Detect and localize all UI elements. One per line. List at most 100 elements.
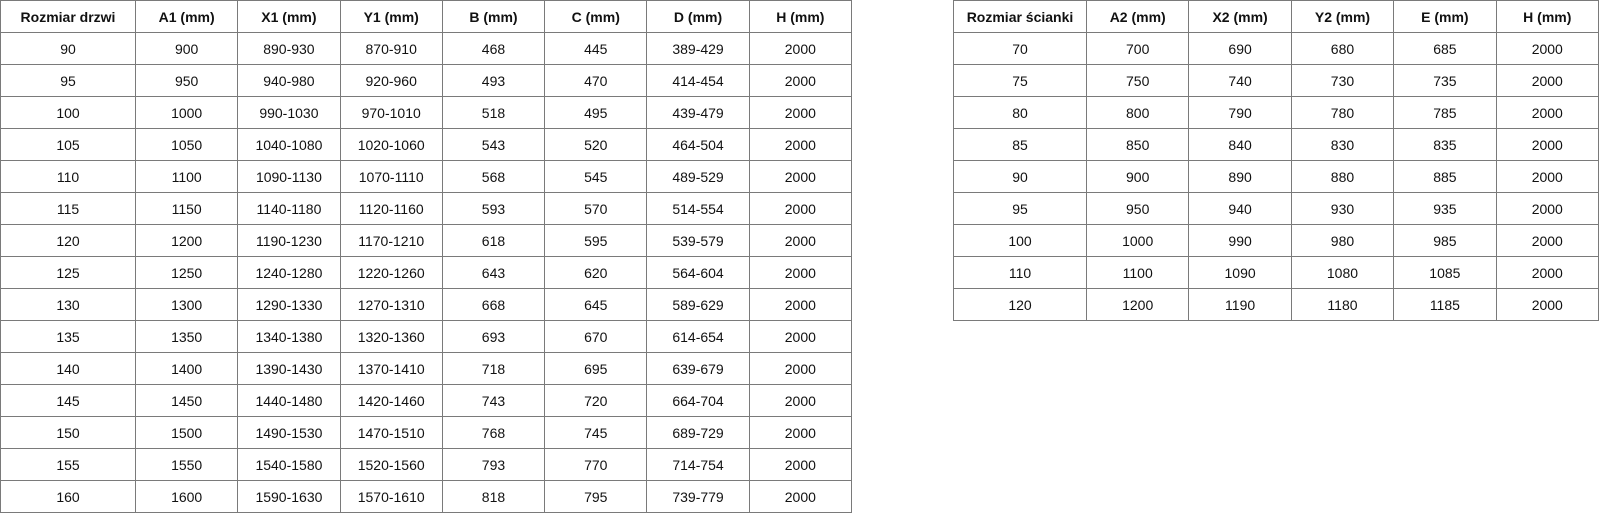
table-cell: 730 xyxy=(1290,64,1395,97)
table-row: 100 1000 990 980 985 2000 xyxy=(953,224,1600,257)
table-cell: 818 xyxy=(441,480,546,513)
table-cell: 1090 xyxy=(1188,256,1292,289)
table-cell: 793 xyxy=(441,448,546,481)
column-header: X1 (mm) xyxy=(237,0,341,33)
table-row: 100 1000 990-1030 970-1010 518 495 439-479 2000 xyxy=(0,96,853,129)
table-cell: 795 xyxy=(544,480,648,513)
table-cell: 2000 xyxy=(748,448,853,481)
table-cell: 2000 xyxy=(748,352,853,385)
table-cell: 718 xyxy=(441,352,546,385)
table-cell: 543 xyxy=(441,128,546,161)
table-cell: 1000 xyxy=(1085,224,1190,257)
table-cell: 750 xyxy=(1085,64,1190,97)
table-cell: 495 xyxy=(544,96,648,129)
table-cell: 745 xyxy=(544,416,648,449)
table-cell: 1070-1110 xyxy=(339,160,443,193)
table-cell: 1590-1630 xyxy=(237,480,341,513)
table-cell: 1085 xyxy=(1393,256,1497,289)
column-header: Rozmiar drzwi xyxy=(0,0,136,33)
table-cell: 1600 xyxy=(134,480,239,513)
table-row: 90 900 890 880 885 2000 xyxy=(953,160,1600,193)
table-cell: 2000 xyxy=(1495,256,1600,289)
table-cell: 689-729 xyxy=(646,416,750,449)
table-cell: 2000 xyxy=(1495,288,1600,321)
table-cell: 115 xyxy=(0,192,136,225)
table-cell: 890-930 xyxy=(237,32,341,65)
table-cell: 890 xyxy=(1188,160,1292,193)
table-cell: 770 xyxy=(544,448,648,481)
column-header: Y1 (mm) xyxy=(339,0,443,33)
table-cell: 685 xyxy=(1393,32,1497,65)
table-cell: 1370-1410 xyxy=(339,352,443,385)
table-cell: 950 xyxy=(134,64,239,97)
table-row: 120 1200 1190-1230 1170-1210 618 595 539-579 20… xyxy=(0,224,853,257)
table-row: 150 1500 1490-1530 1470-1510 768 745 689-729 20… xyxy=(0,416,853,449)
table-cell: 714-754 xyxy=(646,448,750,481)
table-cell: 680 xyxy=(1290,32,1395,65)
table-cell: 140 xyxy=(0,352,136,385)
table-cell: 935 xyxy=(1393,192,1497,225)
table-cell: 1440-1480 xyxy=(237,384,341,417)
table-cell: 2000 xyxy=(748,192,853,225)
column-header: E (mm) xyxy=(1393,0,1497,33)
table-cell: 735 xyxy=(1393,64,1497,97)
table-row: 135 1350 1340-1380 1320-1360 693 670 614-654 20… xyxy=(0,320,853,353)
table-cell: 1570-1610 xyxy=(339,480,443,513)
table-cell: 1185 xyxy=(1393,288,1497,321)
table-cell: 100 xyxy=(0,96,136,129)
table-cell: 1220-1260 xyxy=(339,256,443,289)
table-row: 110 1100 1090 1080 1085 2000 xyxy=(953,256,1600,289)
table-cell: 493 xyxy=(441,64,546,97)
table-row: 145 1450 1440-1480 1420-1460 743 720 664-704 20… xyxy=(0,384,853,417)
header-row: Rozmiar drzwi A1 (mm) X1 (mm) Y1 (mm) B (mm)… xyxy=(0,0,853,33)
table-cell: 690 xyxy=(1188,32,1292,65)
column-header: C (mm) xyxy=(544,0,648,33)
table-cell: 2000 xyxy=(1495,192,1600,225)
table-row: 125 1250 1240-1280 1220-1260 643 620 564-604 20… xyxy=(0,256,853,289)
table-cell: 1320-1360 xyxy=(339,320,443,353)
table-cell: 155 xyxy=(0,448,136,481)
table-cell: 445 xyxy=(544,32,648,65)
table-cell: 593 xyxy=(441,192,546,225)
table-cell: 130 xyxy=(0,288,136,321)
table-cell: 2000 xyxy=(748,480,853,513)
table-cell: 2000 xyxy=(1495,64,1600,97)
door-size-table: Rozmiar drzwi A1 (mm) X1 (mm) Y1 (mm) B (mm)… xyxy=(0,0,853,513)
table-cell: 670 xyxy=(544,320,648,353)
table-row: 105 1050 1040-1080 1020-1060 543 520 464-504 20… xyxy=(0,128,853,161)
table-row: 90 900 890-930 870-910 468 445 389-429 2000 xyxy=(0,32,853,65)
table-cell: 80 xyxy=(953,96,1087,129)
table-row: 95 950 940 930 935 2000 xyxy=(953,192,1600,225)
table-cell: 1290-1330 xyxy=(237,288,341,321)
table-cell: 620 xyxy=(544,256,648,289)
table-cell: 870-910 xyxy=(339,32,443,65)
table-cell: 1350 xyxy=(134,320,239,353)
table-cell: 389-429 xyxy=(646,32,750,65)
table-cell: 414-454 xyxy=(646,64,750,97)
header-row: Rozmiar ścianki A2 (mm) X2 (mm) Y2 (mm) E (m… xyxy=(953,0,1600,33)
table-cell: 564-604 xyxy=(646,256,750,289)
table-cell: 464-504 xyxy=(646,128,750,161)
column-header: Rozmiar ścianki xyxy=(953,0,1087,33)
table-cell: 700 xyxy=(1085,32,1190,65)
table-cell: 135 xyxy=(0,320,136,353)
table-cell: 743 xyxy=(441,384,546,417)
table-cell: 539-579 xyxy=(646,224,750,257)
table-cell: 1470-1510 xyxy=(339,416,443,449)
table-row: 75 750 740 730 735 2000 xyxy=(953,64,1600,97)
table-cell: 2000 xyxy=(748,160,853,193)
table-row: 80 800 790 780 785 2000 xyxy=(953,96,1600,129)
table-cell: 2000 xyxy=(748,416,853,449)
table-cell: 468 xyxy=(441,32,546,65)
table-cell: 514-554 xyxy=(646,192,750,225)
table-cell: 1400 xyxy=(134,352,239,385)
table-cell: 645 xyxy=(544,288,648,321)
table-cell: 950 xyxy=(1085,192,1190,225)
table-cell: 85 xyxy=(953,128,1087,161)
table-cell: 664-704 xyxy=(646,384,750,417)
table-cell: 980 xyxy=(1290,224,1395,257)
table-cell: 990-1030 xyxy=(237,96,341,129)
column-header: H (mm) xyxy=(748,0,853,33)
table-cell: 95 xyxy=(953,192,1087,225)
table-cell: 110 xyxy=(953,256,1087,289)
